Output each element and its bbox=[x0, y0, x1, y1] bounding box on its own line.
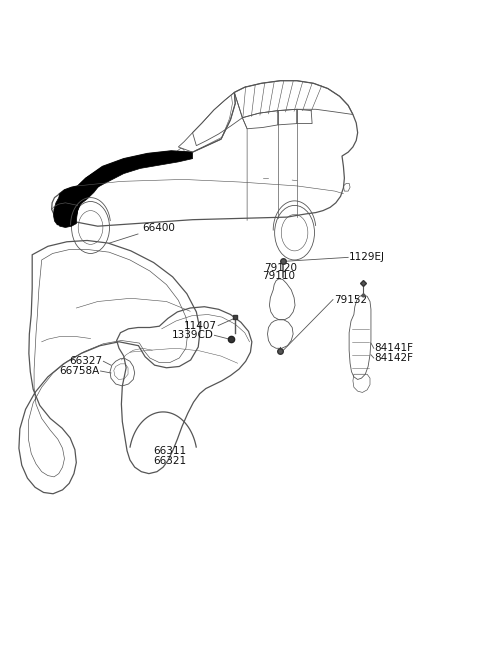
Text: 11407: 11407 bbox=[184, 320, 217, 331]
Text: 79120: 79120 bbox=[264, 263, 297, 272]
Text: 1339CD: 1339CD bbox=[171, 330, 214, 341]
Polygon shape bbox=[57, 166, 105, 227]
Text: 66321: 66321 bbox=[153, 456, 186, 466]
Text: 66311: 66311 bbox=[153, 446, 186, 456]
Text: 66327: 66327 bbox=[69, 356, 102, 366]
Text: 1129EJ: 1129EJ bbox=[349, 252, 385, 263]
Polygon shape bbox=[54, 151, 192, 225]
Text: 84141F: 84141F bbox=[375, 343, 414, 353]
Text: 79110: 79110 bbox=[262, 271, 295, 280]
Text: 66758A: 66758A bbox=[60, 366, 99, 376]
Text: 66400: 66400 bbox=[142, 223, 175, 233]
Text: 79152: 79152 bbox=[334, 295, 367, 305]
Text: 84142F: 84142F bbox=[375, 353, 414, 363]
